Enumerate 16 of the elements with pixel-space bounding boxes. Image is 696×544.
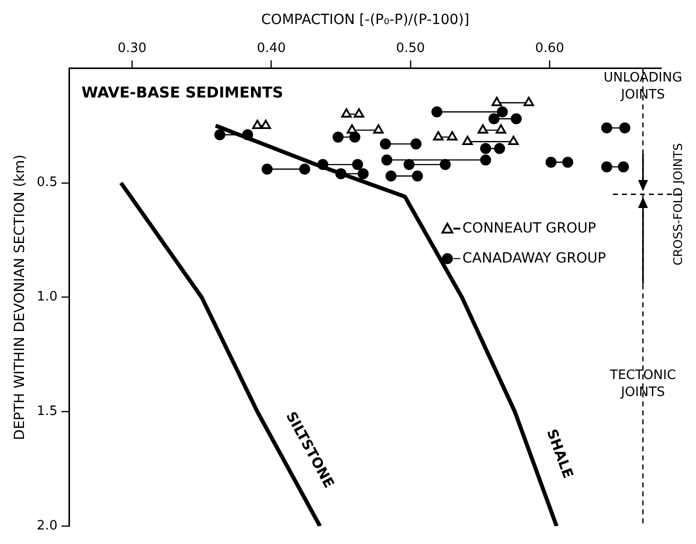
x-axis-title: COMPACTION [-(P₀-P)/(P-100)] bbox=[261, 12, 470, 28]
x-tick-label: 0.40 bbox=[256, 40, 286, 56]
legend-label: CANADAWAY GROUP bbox=[462, 250, 606, 266]
text: CROSS-FOLD JOINTS bbox=[671, 143, 686, 266]
y-axis-title: DEPTH WITHIN DEVONIAN SECTION (km) bbox=[12, 154, 28, 440]
y-tick-label: 2.0 bbox=[36, 518, 58, 534]
y-tick-label: 1.5 bbox=[36, 404, 58, 420]
annotation: WAVE-BASE SEDIMENTS bbox=[81, 83, 284, 102]
y-tick-label: 0.5 bbox=[36, 175, 58, 190]
annotation: TECTONIC JOINTS bbox=[608, 368, 676, 400]
legend-label: CONNEAUT GROUP bbox=[462, 220, 596, 236]
x-tick-label: 0.30 bbox=[118, 40, 147, 56]
x-tick-label: 0.60 bbox=[535, 40, 564, 56]
annotation: UNLOADING JOINTS bbox=[604, 70, 682, 103]
y-tick-label: 1.0 bbox=[36, 290, 58, 305]
x-tick-label: 0.50 bbox=[396, 40, 425, 56]
